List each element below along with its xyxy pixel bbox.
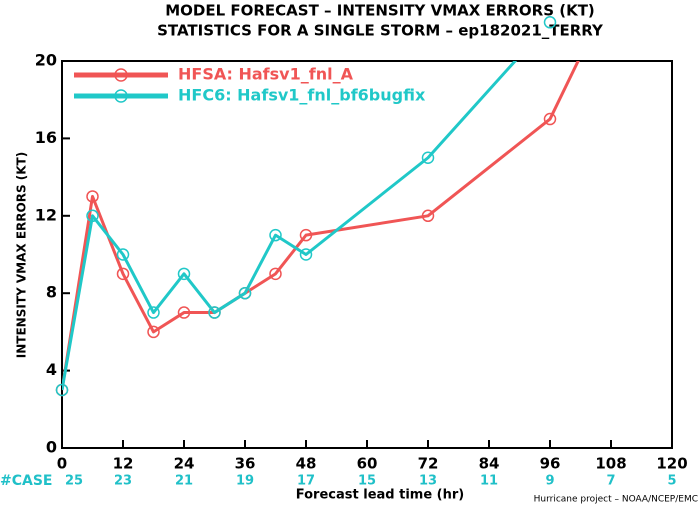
y-tick-label: 12	[35, 205, 57, 224]
series-marker	[116, 248, 130, 261]
y-tick-label: 0	[46, 438, 57, 457]
x-tick-label: 120	[656, 455, 687, 473]
case-count: 21	[175, 474, 193, 489]
x-tick-label: 12	[113, 455, 134, 473]
series-marker	[147, 325, 160, 339]
series-marker	[86, 190, 99, 203]
chart-subtitle: STATISTICS FOR A SINGLE STORM – ep182021…	[157, 22, 604, 40]
x-tick-label: 96	[540, 455, 561, 473]
case-count: 11	[480, 474, 498, 489]
series-marker	[543, 112, 557, 126]
x-tick-label: 84	[479, 455, 500, 473]
case-count: 23	[114, 474, 132, 489]
x-tick-label: 72	[418, 455, 439, 473]
plot-frame	[61, 60, 673, 449]
case-count: 15	[358, 474, 376, 489]
series-marker	[299, 248, 313, 261]
legend-label: HFSA: Hafsv1_fnl_A	[178, 65, 354, 84]
series-line	[62, 61, 580, 391]
case-count: 7	[606, 474, 615, 489]
x-tick-label: 24	[174, 455, 195, 473]
case-count: 19	[236, 474, 254, 489]
series-marker	[177, 306, 191, 319]
x-axis-label: Forecast lead time (hr)	[296, 488, 464, 503]
y-axis-label: INTENSITY VMAX ERRORS (KT)	[15, 152, 29, 358]
series-marker	[299, 228, 313, 242]
case-label: #CASE	[0, 473, 53, 489]
legend-marker	[114, 68, 128, 82]
case-count: 5	[667, 474, 676, 489]
case-count: 9	[545, 474, 554, 489]
case-count: 17	[297, 474, 315, 489]
series-marker	[269, 228, 282, 242]
series-marker	[269, 267, 282, 281]
y-tick-label: 20	[35, 51, 57, 70]
x-tick-label: 108	[595, 455, 626, 473]
x-tick-label: 48	[296, 455, 317, 473]
y-tick-label: 8	[46, 283, 57, 302]
x-tick-label: 60	[357, 455, 378, 473]
x-tick-label: 0	[57, 455, 67, 473]
series-marker	[421, 151, 435, 164]
x-tick-label: 36	[235, 455, 256, 473]
plot-lines	[62, 61, 580, 391]
y-tick-label: 4	[46, 360, 57, 379]
legend-label: HFC6: Hafsv1_fnl_bf6bugfix	[178, 86, 426, 105]
series-marker	[421, 209, 435, 223]
legend-marker	[114, 89, 128, 103]
series-marker	[238, 286, 252, 300]
series-marker	[147, 306, 160, 319]
series-marker	[55, 383, 69, 397]
series-marker	[177, 267, 191, 281]
footer: Hurricane project – NOAA/NCEP/EMC	[534, 495, 698, 505]
chart-title: MODEL FORECAST – INTENSITY VMAX ERRORS (…	[165, 2, 595, 20]
y-tick-label: 16	[35, 128, 57, 147]
series-line	[62, 61, 518, 391]
series-marker	[116, 267, 130, 281]
case-count: 13	[419, 474, 437, 489]
series-marker	[86, 209, 99, 223]
case-count: 25	[65, 474, 83, 489]
series-marker	[208, 306, 221, 319]
series-marker	[543, 16, 557, 29]
